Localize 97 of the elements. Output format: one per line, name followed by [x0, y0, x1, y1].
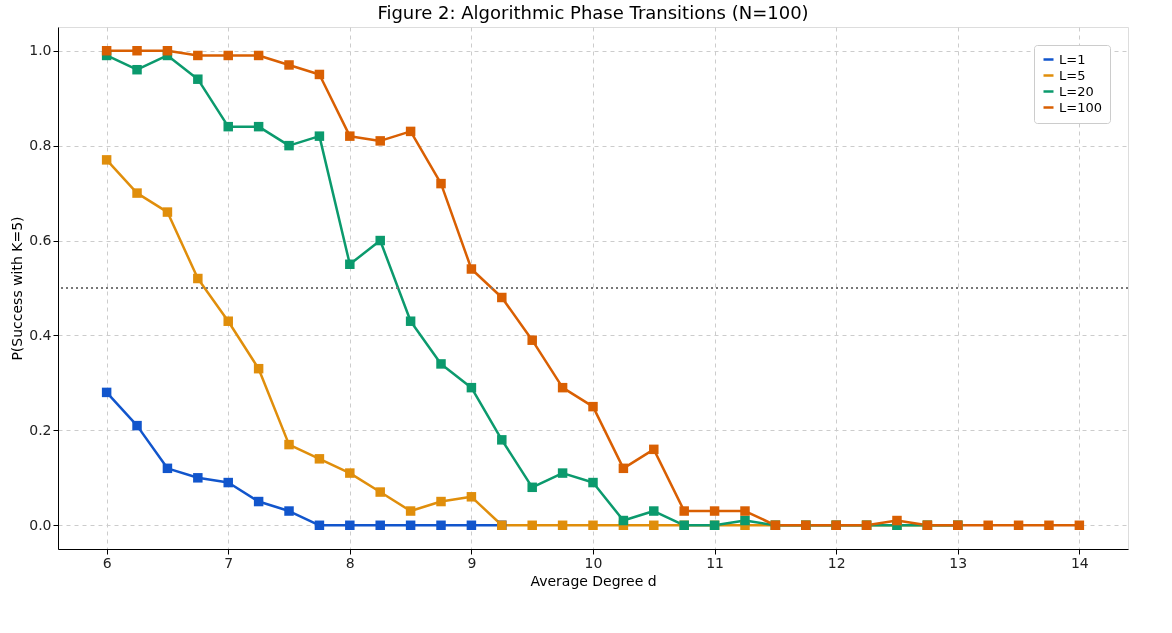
point	[436, 359, 446, 369]
point	[375, 136, 385, 146]
point	[193, 74, 203, 84]
point	[345, 468, 355, 478]
point	[497, 292, 507, 303]
point	[1074, 520, 1085, 531]
point	[284, 140, 294, 151]
point	[375, 235, 385, 246]
point	[588, 520, 598, 531]
point	[557, 520, 568, 531]
point	[345, 259, 355, 270]
point	[649, 506, 659, 516]
point	[193, 273, 203, 284]
point	[223, 477, 233, 488]
point	[223, 50, 233, 61]
point	[618, 463, 629, 474]
point	[436, 496, 446, 507]
y-tick-label: 0.2	[29, 421, 52, 438]
point	[466, 382, 477, 393]
x-tick-label: 11	[706, 554, 724, 571]
x-axis-title: Average Degree d	[530, 572, 657, 589]
point	[253, 50, 264, 61]
point	[314, 520, 325, 531]
point	[193, 473, 203, 483]
y-tick-label: 0.0	[29, 516, 52, 533]
point	[588, 401, 598, 412]
point	[375, 520, 385, 531]
point	[405, 506, 416, 516]
point	[649, 520, 659, 531]
point	[162, 463, 173, 474]
point	[132, 45, 142, 56]
point	[314, 69, 325, 80]
point	[679, 506, 689, 516]
point	[405, 126, 416, 137]
y-tick-label: 0.4	[29, 326, 52, 343]
x-tick-label: 14	[1070, 554, 1089, 571]
point	[527, 335, 537, 345]
y-axis-title: P(Success with K=5)	[9, 216, 26, 361]
point	[1044, 520, 1054, 531]
x-tick-label: 13	[949, 554, 968, 571]
point	[101, 45, 112, 56]
legend-label: L=5	[1059, 67, 1086, 83]
legend-label: L=100	[1059, 99, 1102, 115]
point	[405, 316, 416, 326]
point	[132, 420, 142, 431]
point	[466, 520, 477, 531]
point	[284, 439, 294, 450]
point	[132, 64, 142, 75]
point	[466, 264, 477, 274]
point	[892, 515, 902, 526]
point	[253, 496, 264, 507]
point	[740, 506, 750, 516]
chart-title: Figure 2: Algorithmic Phase Transitions (N=100)	[377, 2, 809, 23]
point	[527, 520, 537, 531]
y-tick-label: 0.6	[29, 232, 52, 249]
point	[466, 492, 477, 502]
point	[284, 506, 294, 516]
point	[101, 387, 112, 398]
point	[1013, 520, 1024, 531]
x-tick-label: 6	[102, 554, 112, 571]
point	[557, 468, 568, 478]
point	[557, 382, 568, 393]
point	[162, 45, 173, 56]
point	[193, 50, 203, 61]
legend-label: L=1	[1059, 51, 1086, 67]
point	[223, 121, 233, 132]
point	[345, 520, 355, 531]
point	[649, 444, 659, 455]
point	[405, 520, 416, 531]
point	[253, 121, 264, 132]
point	[101, 155, 112, 165]
point	[375, 487, 385, 497]
point	[436, 178, 446, 189]
point	[709, 506, 720, 516]
point	[983, 520, 993, 531]
point	[588, 477, 598, 488]
y-tick-label: 0.8	[29, 137, 52, 154]
point	[497, 435, 507, 445]
x-tick-label: 7	[224, 554, 234, 571]
point	[314, 454, 325, 464]
point	[618, 515, 629, 526]
legend-label: L=20	[1059, 83, 1094, 99]
point	[253, 363, 264, 374]
x-tick-label: 10	[584, 554, 603, 571]
point	[740, 515, 750, 526]
x-tick-label: 9	[467, 554, 477, 571]
point	[162, 207, 173, 217]
x-tick-label: 8	[345, 554, 355, 571]
point	[132, 188, 142, 198]
point	[436, 520, 446, 531]
point	[314, 131, 325, 141]
point	[345, 131, 355, 141]
x-tick-label: 12	[827, 554, 846, 571]
y-tick-label: 1.0	[29, 42, 52, 59]
point	[527, 482, 537, 493]
point	[284, 60, 294, 70]
point	[223, 316, 233, 326]
